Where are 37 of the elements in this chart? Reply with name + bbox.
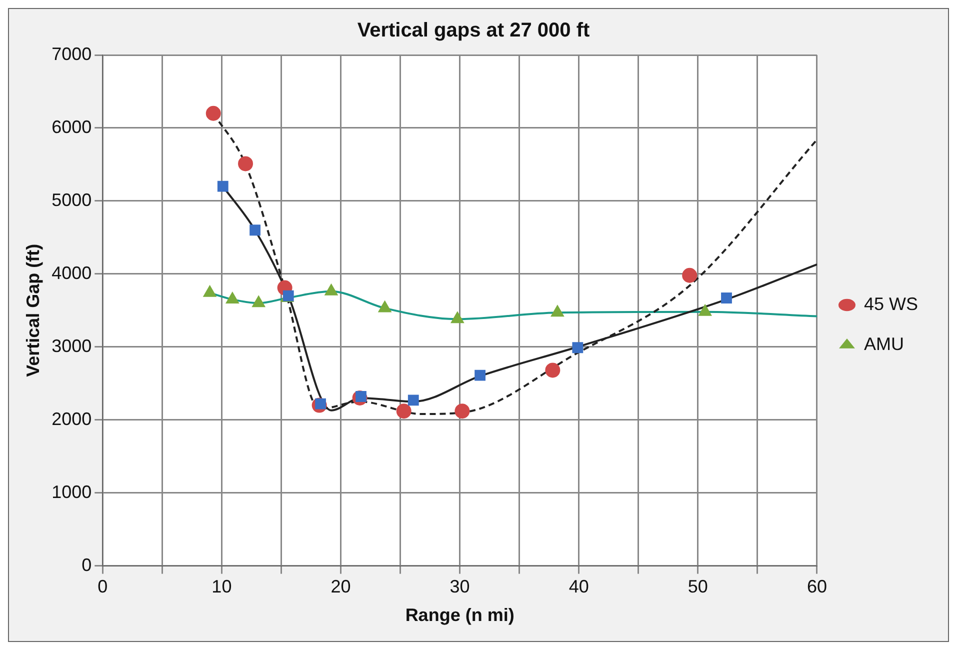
point xyxy=(450,312,464,324)
point xyxy=(454,404,470,419)
point xyxy=(217,180,228,192)
point xyxy=(282,290,294,302)
point xyxy=(378,300,392,312)
legend-label: 45 WS xyxy=(864,294,918,314)
x-tick-label: 0 xyxy=(98,576,108,597)
y-tick-label: 3000 xyxy=(52,336,92,356)
x-tick-label: 30 xyxy=(450,576,470,597)
point xyxy=(550,305,564,317)
chart-title: Vertical gaps at 27 000 ft xyxy=(357,20,590,42)
x-tick-label: 40 xyxy=(568,576,589,597)
x-tick-label: 20 xyxy=(330,576,351,597)
point xyxy=(250,224,260,236)
legend-label: AMU xyxy=(864,334,904,354)
y-tick-label: 0 xyxy=(82,554,92,575)
x-tick-label: 10 xyxy=(212,576,232,597)
point xyxy=(474,370,486,381)
y-tick-label: 4000 xyxy=(52,262,92,283)
y-tick-label: 5000 xyxy=(52,190,92,210)
point xyxy=(408,394,419,406)
y-tick-label: 1000 xyxy=(52,482,92,502)
point xyxy=(206,106,221,121)
point xyxy=(572,342,584,354)
x-tick-label: 60 xyxy=(806,576,827,597)
y-tick-label: 2000 xyxy=(52,408,92,429)
y-tick-label: 7000 xyxy=(52,44,92,64)
y-axis-title: Vertical Gap (ft) xyxy=(22,244,43,377)
point xyxy=(682,268,698,283)
point xyxy=(396,404,412,419)
point xyxy=(238,156,254,172)
point xyxy=(545,362,560,378)
point xyxy=(252,296,266,308)
point xyxy=(721,292,732,304)
x-tick-label: 50 xyxy=(688,576,708,597)
x-axis-title: Range (n mi) xyxy=(405,605,514,626)
y-tick-label: 6000 xyxy=(52,116,92,137)
